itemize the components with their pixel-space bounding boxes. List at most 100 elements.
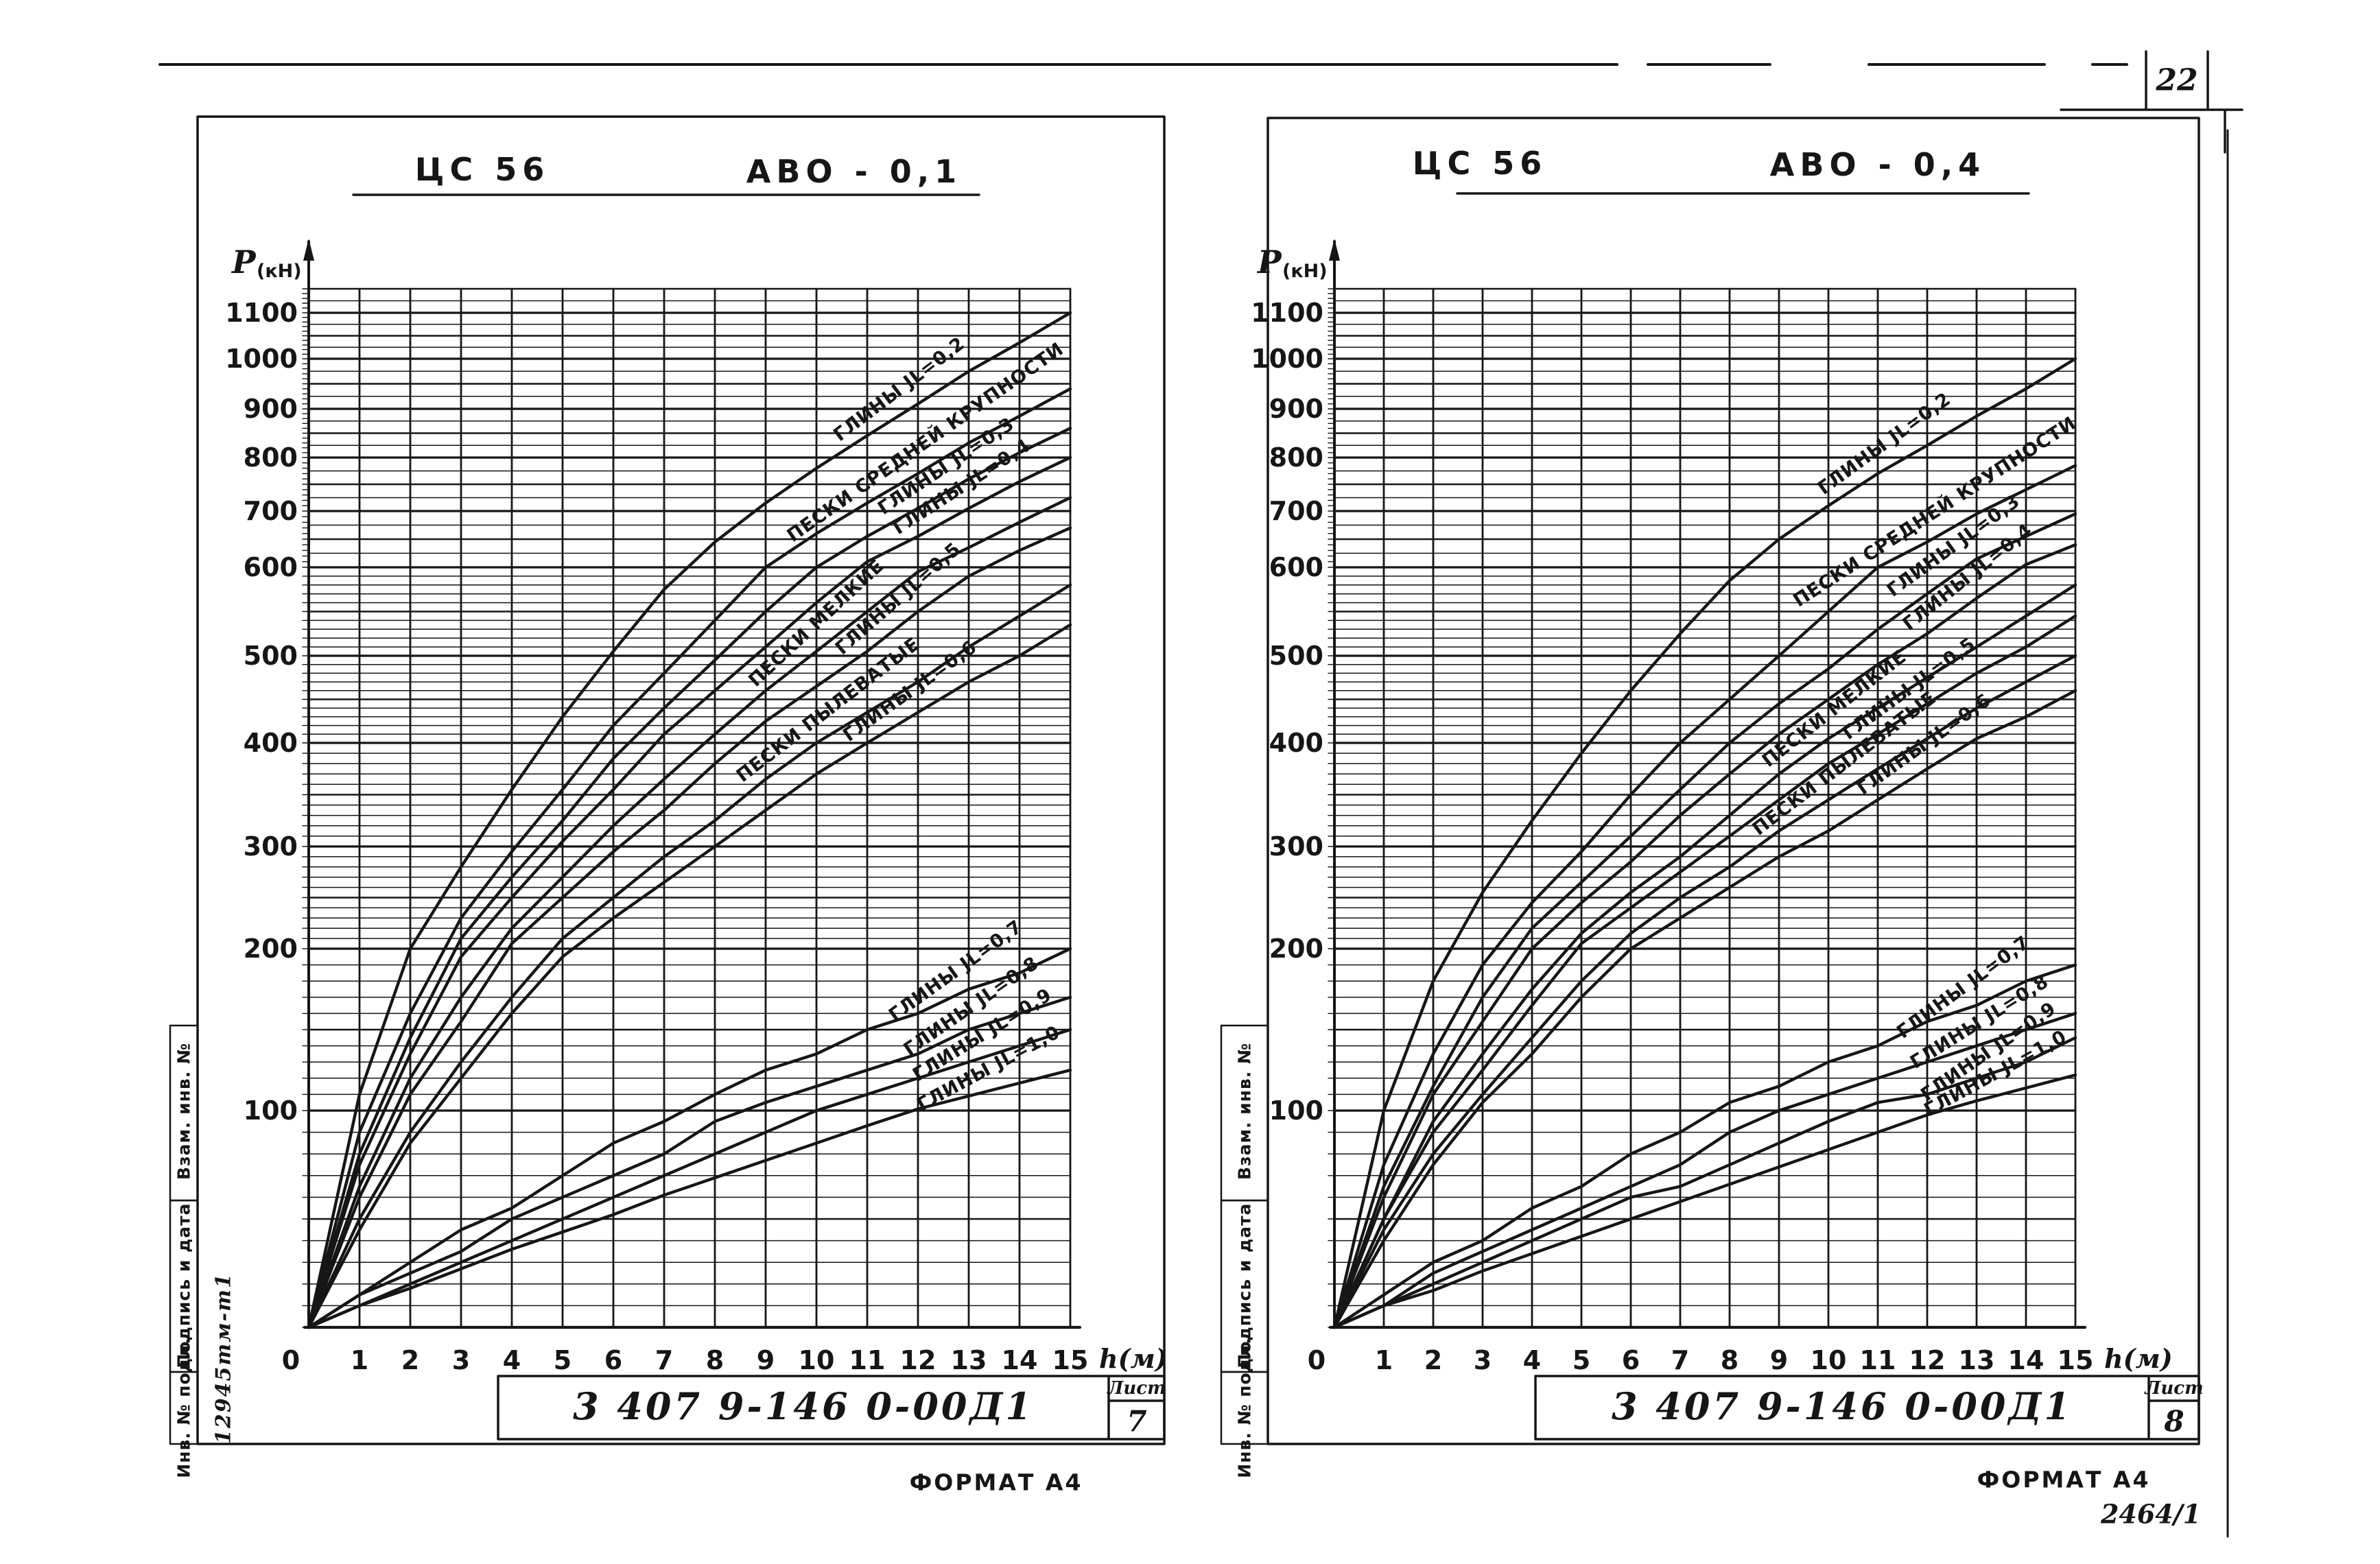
grid-major [307,311,1072,1112]
sheet-border [1266,117,2200,1445]
curve-1 [307,311,1072,1329]
x-tick-label: 1 [351,1345,368,1375]
page-furniture [158,50,2243,1538]
curve-12 [307,1068,1072,1329]
x-tick-label: 3 [452,1345,470,1375]
y-tick-label: 500 [244,641,298,671]
y-tick-label: 700 [244,496,298,526]
y-axis-arrow [303,239,314,261]
x-tick-label: 2 [401,1345,419,1375]
curve-1 [1332,357,2077,1329]
sheet1-margin-note: 12945тм-т1 [211,1272,236,1444]
y-tick-label: 800 [244,442,298,473]
y-tick-label: 900 [244,394,298,424]
curve-3 [1332,512,2077,1329]
sheet1-variant-title: АВО - 0,1 [746,153,963,190]
margin-cell [169,1371,199,1445]
sheet2-corner-note: 2464/1 [2100,1498,2202,1530]
grid-major [1333,311,2077,1112]
curve-6 [307,526,1072,1329]
y-tick-label: 1000 [225,344,298,374]
curve-12 [1332,1073,2077,1329]
y-tick-label: 700 [1269,496,1323,526]
sheet1-format-note: ФОРМАТ А4 [909,1469,1083,1496]
page-number: 22 [2156,62,2198,98]
curve-7 [1332,654,2077,1329]
curve-3 [307,427,1072,1329]
curve-10 [1332,1012,2077,1329]
sheet1-margin-label-inv: Инв. № подл. [174,1337,194,1478]
y-axis-arrow [1329,239,1340,261]
sheet2-doc-number: 3 407 9-146 0-00Д1 [1611,1384,2073,1428]
y-axis-unit: (кН) [1282,261,1328,282]
y-tick-label: 1000 [1251,344,1323,374]
curve-7 [307,583,1072,1329]
curve-2 [1332,464,2077,1329]
y-tick-label: 100 [244,1095,298,1126]
sheet2-margin-label-inv: Инв. № подл. [1234,1337,1255,1478]
sheet2-variant-title: АВО - 0,4 [1769,146,1986,183]
x-tick-label: 6 [1622,1345,1640,1375]
y-tick-label: 900 [1269,394,1323,424]
sheet2-list-label: Лист [2145,1378,2204,1399]
x-tick-label: 14 [1002,1345,1038,1375]
curve-label-1: ГЛИНЫ JL=0,2 [1814,388,1955,499]
title-block [1534,1375,2200,1441]
curve-8 [1332,689,2077,1329]
x-tick-label: 12 [900,1345,936,1375]
x-tick-label: 7 [1671,1345,1689,1375]
x-tick-label: 2 [1424,1345,1442,1375]
x-tick-label: 4 [1523,1345,1541,1375]
grid-fine [308,300,1071,1307]
x-tick-label: 14 [2008,1345,2045,1375]
curve-9 [1332,963,2077,1329]
y-tick-label: 600 [1269,552,1323,582]
x-tick-label: 15 [1052,1345,1089,1375]
x-axis-title: h(м) [2104,1343,2173,1374]
x-tick-label: 0 [1308,1345,1326,1375]
x-tick-label: 11 [849,1345,886,1375]
x-tick-label: 9 [757,1345,775,1375]
y-tick-label: 500 [1269,641,1323,671]
x-tick-label: 5 [554,1345,572,1375]
sheet2-format-note: ФОРМАТ А4 [1977,1466,2151,1493]
grid-mid [1333,287,2077,1220]
y-tick-label: 600 [244,552,298,582]
title-block [497,1375,1166,1441]
sheet1-list-label: Лист [1107,1378,1166,1399]
x-tick-label: 4 [503,1345,521,1375]
x-tick-label: 10 [799,1345,835,1375]
x-tick-label: 6 [604,1345,622,1375]
x-tick-label: 15 [2058,1345,2094,1375]
curve-6 [1332,614,2077,1329]
curve-9 [307,947,1072,1329]
curve-2 [307,387,1072,1329]
y-tick-label: 300 [1269,831,1323,862]
sheet1-list-number: 7 [1127,1404,1147,1438]
grid-fine [1334,300,2076,1307]
grid-vertical [307,287,1072,1329]
sheet-border [196,115,1166,1445]
x-tick-label: 9 [1770,1345,1788,1375]
y-tick-label: 200 [1269,934,1323,964]
x-tick-label: 0 [282,1345,300,1375]
sheet1-series-code: ЦС 56 [414,151,550,188]
x-tick-label: 1 [1375,1345,1393,1375]
x-tick-label: 12 [1909,1345,1946,1375]
y-axis-unit: (кН) [257,261,302,282]
x-tick-label: 8 [1721,1345,1739,1375]
y-tick-label: 200 [244,934,298,964]
y-tick-label: 1100 [1251,298,1323,328]
y-tick-label: 1100 [225,298,298,328]
sheet1-doc-number: 3 407 9-146 0-00Д1 [572,1384,1035,1428]
x-tick-label: 10 [1811,1345,1847,1375]
margin-cell [1220,1371,1269,1445]
y-axis-title: P [231,244,257,281]
x-tick-label: 5 [1572,1345,1590,1375]
curve-4 [1332,543,2077,1329]
x-tick-label: 13 [1959,1345,1995,1375]
x-axis-title: h(м) [1099,1343,1168,1374]
